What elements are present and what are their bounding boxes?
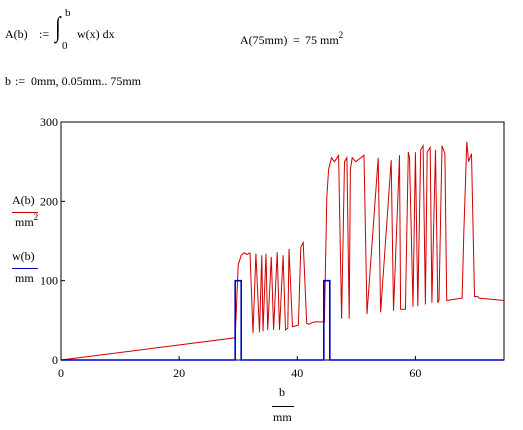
y-label-1-numerator[interactable]: A(b) bbox=[12, 193, 35, 207]
evaluation-unit-exponent: 2 bbox=[338, 30, 344, 40]
evaluation-unit: mm bbox=[320, 33, 339, 47]
x-tick-label: 20 bbox=[173, 366, 185, 380]
y-label-1-den-exponent: 2 bbox=[33, 212, 39, 222]
y-tick-label: 100 bbox=[40, 274, 58, 288]
evaluation-value: 75 mm2 bbox=[305, 30, 344, 48]
integral-sign: ∫ bbox=[55, 12, 61, 43]
integral-upper-limit[interactable]: b bbox=[65, 7, 71, 19]
x-tick-label: 60 bbox=[409, 366, 421, 380]
evaluation-number: 75 bbox=[305, 33, 317, 47]
y-tick-label: 0 bbox=[52, 353, 58, 367]
y-label-1-denominator: mm2 bbox=[15, 212, 39, 230]
evaluation-equals: = bbox=[293, 33, 300, 47]
range-rhs[interactable]: 0mm, 0.05mm.. 75mm bbox=[31, 74, 142, 88]
series-a-line bbox=[60, 141, 505, 361]
y-label-2-fraction-bar bbox=[12, 268, 38, 269]
definition-assign-operator: := bbox=[39, 27, 50, 41]
ticks-layer: 0 20 40 60 0 100 200 300 bbox=[40, 115, 421, 380]
plot-frame bbox=[60, 121, 505, 361]
y-label-2-numerator[interactable]: w(b) bbox=[12, 249, 35, 263]
y-tick-label: 200 bbox=[40, 194, 58, 208]
series-layer bbox=[60, 141, 505, 361]
y-label-1-fraction-bar bbox=[12, 212, 38, 213]
integral-lower-limit[interactable]: 0 bbox=[62, 40, 68, 52]
definition-lhs[interactable]: A(b) bbox=[5, 27, 28, 41]
range-assign-operator: := bbox=[15, 74, 26, 88]
x-label-denominator: mm bbox=[273, 410, 292, 424]
x-label-numerator[interactable]: b bbox=[279, 385, 285, 399]
x-tick-label: 40 bbox=[291, 366, 303, 380]
x-label-fraction-bar bbox=[272, 406, 294, 407]
y-label-1-den-unit: mm bbox=[15, 215, 34, 229]
integrand[interactable]: w(x) dx bbox=[77, 27, 115, 41]
evaluation-lhs[interactable]: A(75mm) bbox=[240, 33, 288, 47]
y-tick-label: 300 bbox=[40, 115, 58, 129]
x-tick-label: 0 bbox=[58, 366, 64, 380]
series-w-line bbox=[61, 279, 504, 361]
range-lhs[interactable]: b bbox=[5, 74, 11, 88]
y-label-2-denominator: mm bbox=[15, 271, 34, 285]
